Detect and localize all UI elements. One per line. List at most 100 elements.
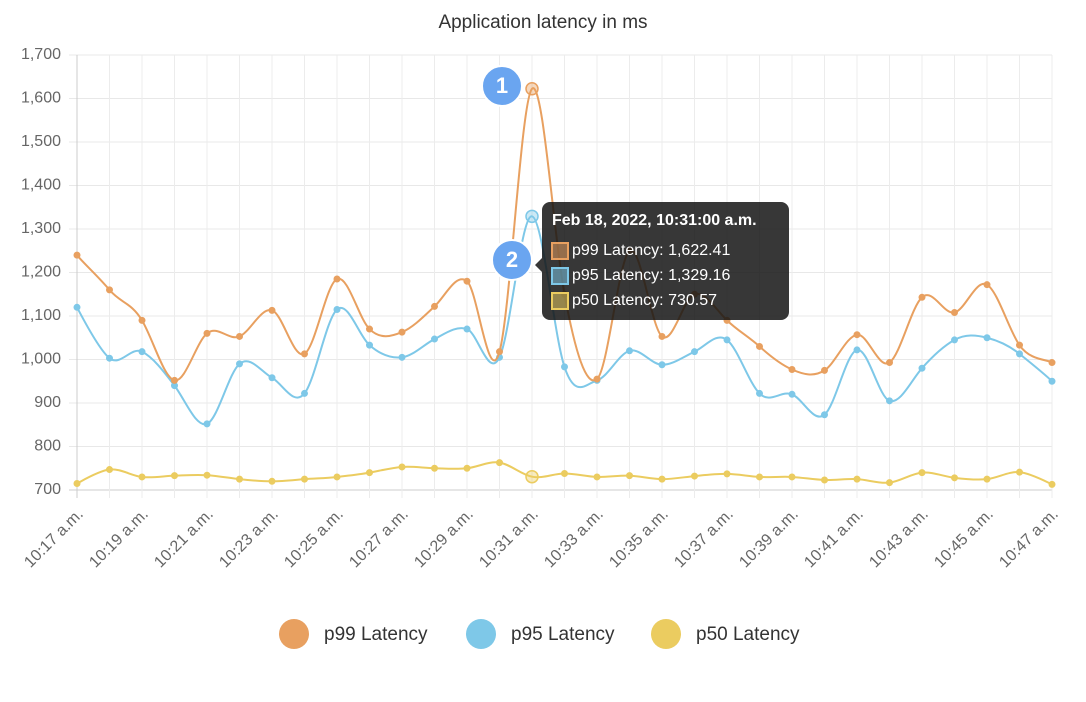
data-point [593, 473, 601, 481]
x-tick-label: 10:17 a.m. [21, 506, 86, 571]
data-point [366, 341, 373, 349]
data-point [593, 375, 601, 383]
x-tick-label: 10:35 a.m. [606, 506, 671, 571]
data-point [236, 360, 243, 368]
data-point [821, 366, 828, 374]
x-tick-label: 10:21 a.m. [151, 506, 216, 571]
y-tick-label: 1,400 [21, 177, 61, 194]
data-point [561, 363, 568, 371]
y-tick-label: 1,000 [21, 351, 61, 368]
tooltip-swatch [551, 242, 569, 260]
data-point [236, 475, 243, 483]
data-point [366, 325, 373, 333]
data-point [431, 464, 438, 472]
data-point [723, 470, 731, 478]
data-point [918, 364, 926, 372]
marker-label: 1 [496, 73, 508, 98]
tooltip-box [535, 202, 789, 320]
data-point [106, 286, 113, 294]
data-point [203, 329, 211, 337]
data-point [788, 366, 796, 374]
y-tick-label: 1,500 [21, 133, 61, 150]
data-point [138, 316, 146, 324]
data-point [431, 335, 438, 343]
data-point [525, 469, 539, 484]
data-point [918, 293, 926, 301]
data-point [1016, 341, 1023, 349]
data-point [73, 479, 81, 487]
legend-label: p95 Latency [511, 624, 615, 645]
data-point [886, 359, 893, 367]
data-point [658, 332, 666, 340]
data-point [788, 390, 796, 398]
data-point [658, 361, 666, 369]
data-point [886, 479, 893, 487]
data-point [626, 347, 633, 355]
y-tick-label: 1,200 [21, 264, 61, 281]
data-point [398, 328, 406, 336]
data-point [561, 469, 568, 477]
legend-swatch [279, 619, 309, 649]
data-point [788, 473, 796, 481]
data-point [431, 302, 438, 310]
legend-swatch [651, 619, 681, 649]
x-tick-label: 10:23 a.m. [216, 506, 281, 571]
data-point [398, 353, 406, 361]
data-point [268, 306, 276, 314]
data-point [463, 464, 471, 472]
x-tick-label: 10:25 a.m. [281, 506, 346, 571]
chart-title: Application latency in ms [438, 12, 647, 33]
x-tick-label: 10:41 a.m. [801, 506, 866, 571]
data-point [821, 411, 828, 419]
data-point [1048, 359, 1056, 367]
data-point [301, 389, 308, 397]
data-point [236, 332, 243, 340]
x-tick-label: 10:47 a.m. [996, 506, 1061, 571]
x-tick-label: 10:43 a.m. [866, 506, 931, 571]
data-point [171, 376, 178, 384]
data-point [983, 475, 991, 483]
data-point [525, 82, 539, 96]
data-point [333, 275, 341, 283]
data-point [1016, 350, 1023, 358]
data-point [496, 348, 503, 356]
x-tick-label: 10:31 a.m. [476, 506, 541, 571]
y-tick-label: 900 [34, 394, 61, 411]
tooltip-line: p95 Latency: 1,329.16 [572, 267, 730, 284]
y-tick-label: 1,300 [21, 220, 61, 237]
tooltip-swatch [551, 267, 569, 285]
marker-badge [481, 65, 523, 107]
data-point [853, 331, 861, 339]
tooltip: Feb 18, 2022, 10:31:00 a.m. p99 Latency: … [535, 202, 789, 320]
data-point [463, 277, 471, 285]
data-point [1048, 377, 1056, 385]
data-point [333, 473, 341, 481]
data-point [106, 354, 113, 362]
data-point [203, 471, 211, 479]
series-line [76, 87, 1053, 382]
x-tick-label: 10:33 a.m. [541, 506, 606, 571]
tooltip-line: p50 Latency: 730.57 [572, 292, 717, 309]
y-tick-label: 1,700 [21, 46, 61, 63]
data-point [525, 209, 539, 224]
y-tick-label: 1,100 [21, 307, 61, 324]
x-tick-label: 10:29 a.m. [411, 506, 476, 571]
data-point [171, 472, 178, 480]
y-tick-label: 1,600 [21, 90, 61, 107]
marker-badge [491, 239, 533, 281]
legend-label: p50 Latency [696, 624, 800, 645]
data-point [853, 346, 861, 354]
tooltip-line: p99 Latency: 1,622.41 [572, 242, 730, 259]
data-point [691, 348, 698, 356]
data-point [1048, 480, 1056, 488]
x-tick-label: 10:39 a.m. [736, 506, 801, 571]
data-point [366, 469, 373, 477]
x-tick-label: 10:45 a.m. [931, 506, 996, 571]
legend-label: p99 Latency [324, 624, 428, 645]
data-point [756, 389, 763, 397]
data-point [203, 420, 211, 428]
data-point [918, 469, 926, 477]
data-point [821, 476, 828, 484]
